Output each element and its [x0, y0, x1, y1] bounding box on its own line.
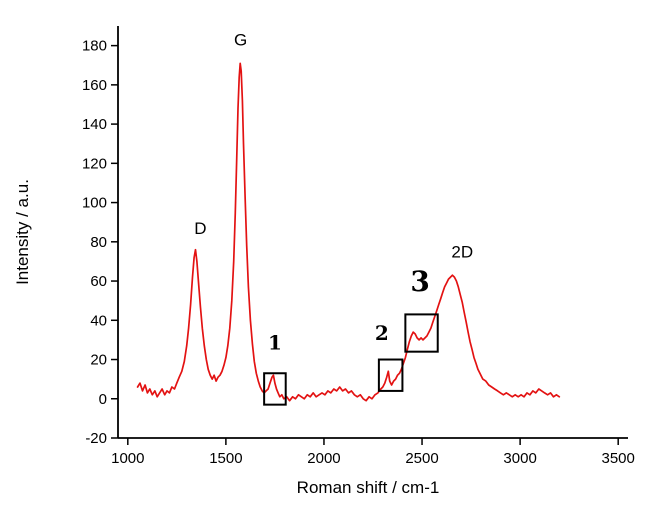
y-tick-label: 20: [90, 352, 107, 369]
x-tick-label: 1000: [111, 450, 144, 467]
peak-label-2d: 2D: [451, 243, 473, 262]
x-tick-label: 1500: [209, 450, 242, 467]
peak-label-g: G: [234, 31, 247, 50]
y-tick-label: 100: [82, 195, 107, 212]
y-tick-label: 40: [90, 312, 107, 329]
x-tick-label: 3500: [602, 450, 635, 467]
y-tick-label: 60: [90, 273, 107, 290]
y-tick-label: 140: [82, 116, 107, 133]
y-axis-label: Intensity / a.u.: [13, 179, 32, 285]
y-tick-label: 120: [82, 155, 107, 172]
peak-label-d: D: [194, 219, 206, 238]
annotation-box-3: [404, 313, 439, 353]
annotation-label-2: 2: [375, 321, 389, 345]
annotation-box-1: [263, 372, 287, 406]
annotation-label-1: 1: [268, 331, 282, 355]
y-tick-label: 80: [90, 234, 107, 251]
x-tick-label: 2000: [307, 450, 340, 467]
y-tick-label: 0: [99, 391, 107, 408]
x-axis-label: Roman shift / cm-1: [297, 478, 440, 497]
annotation-box-2: [377, 358, 404, 392]
y-tick-label: 180: [82, 38, 107, 55]
annotation-label-3: 3: [410, 265, 429, 298]
y-tick-label: 160: [82, 77, 107, 94]
plot-area: 1000 1500 2000 2500 3000 3500 -20 0 20 40 60 80 100 1…: [82, 26, 635, 467]
x-tick-label: 2500: [405, 450, 438, 467]
y-tick-label: -20: [85, 430, 107, 447]
spectrum-line: [136, 62, 561, 402]
x-tick-label: 3000: [503, 450, 536, 467]
